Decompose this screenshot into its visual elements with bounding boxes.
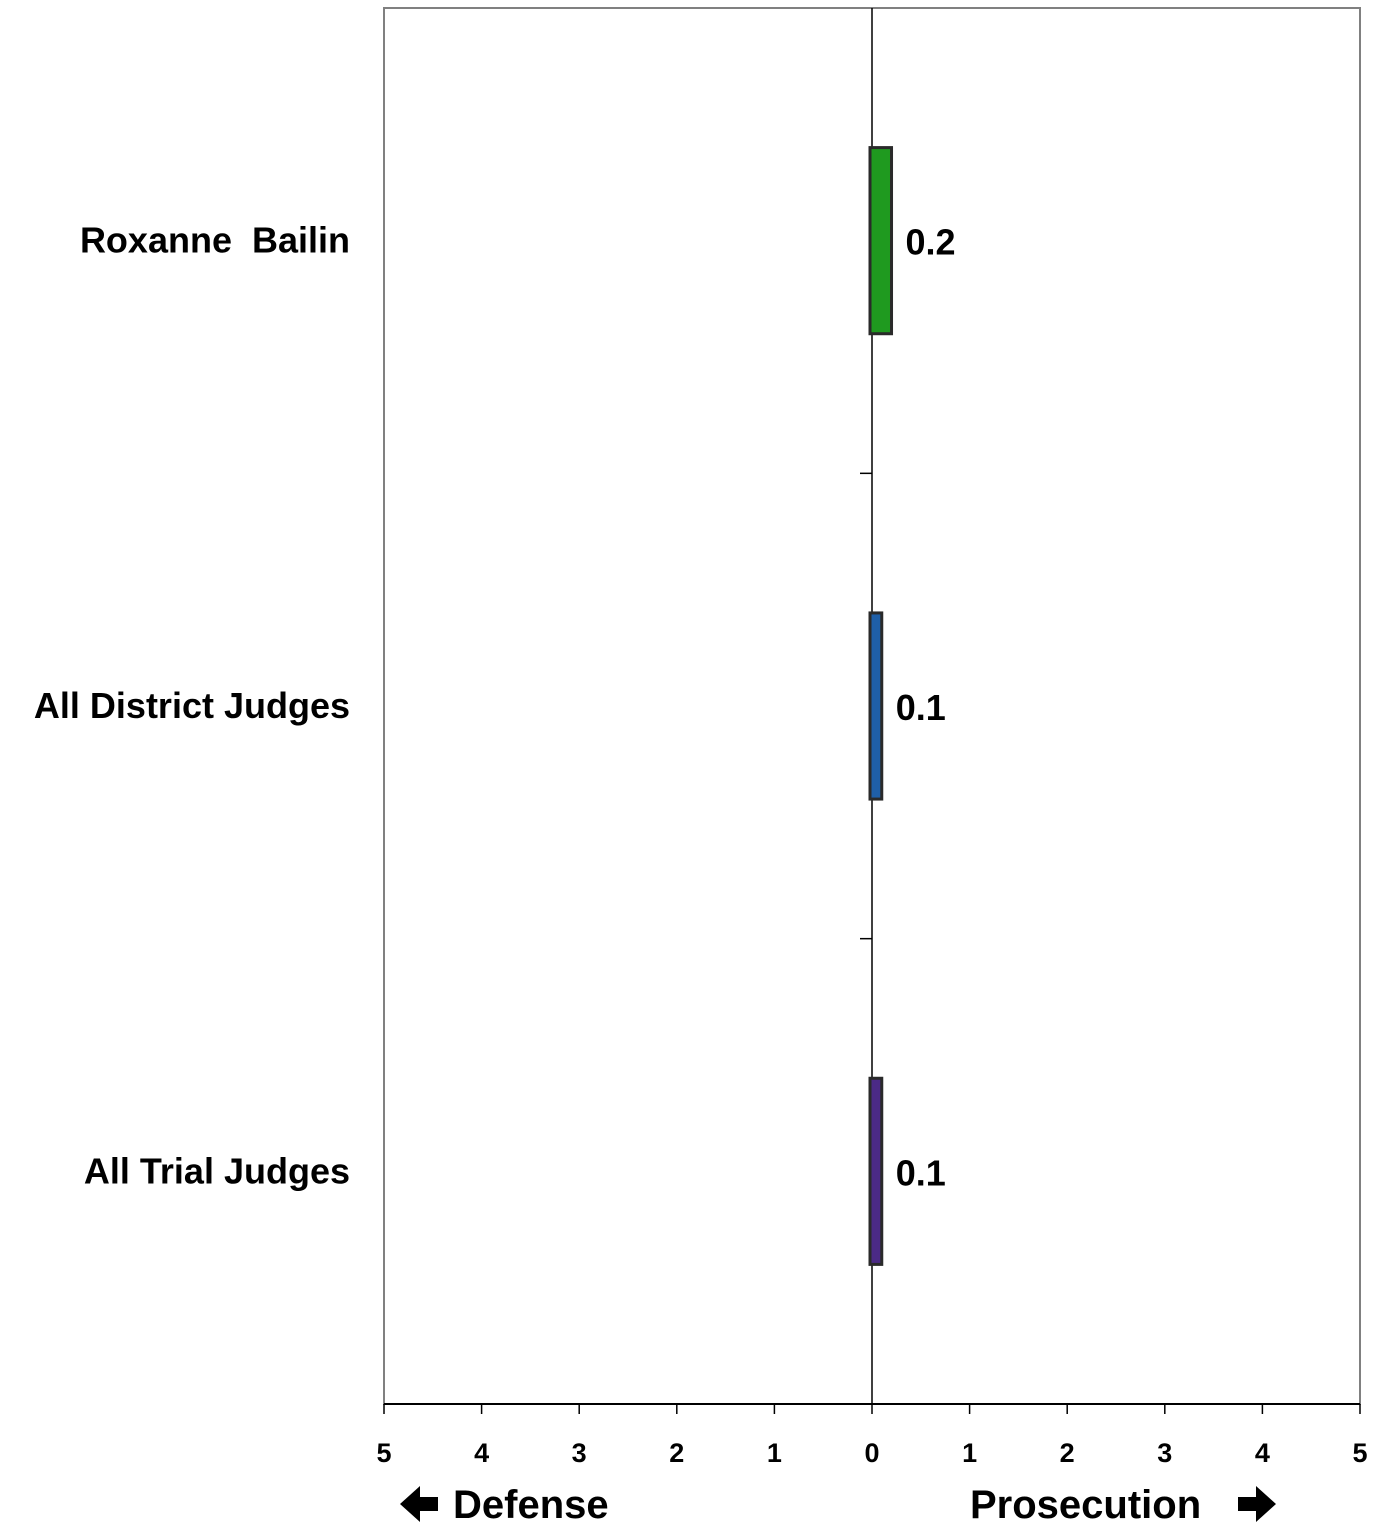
x-tick-label: 3	[1157, 1438, 1172, 1468]
category-label: All District Judges	[34, 685, 350, 726]
prosecution-label: Prosecution	[970, 1483, 1201, 1524]
x-tick-label: 5	[376, 1438, 391, 1468]
x-tick-label: 1	[962, 1438, 977, 1468]
bar	[868, 146, 894, 336]
x-tick-label: 3	[572, 1438, 587, 1468]
bars	[868, 146, 894, 1266]
arrow-left-icon	[400, 1486, 438, 1522]
category-label: All Trial Judges	[84, 1150, 350, 1191]
bar	[868, 611, 884, 801]
value-label: 0.1	[896, 1152, 946, 1193]
category-label: Roxanne Bailin	[80, 220, 350, 261]
x-ticks: 5 4 3 2 1 0 1 2 3 4 5	[376, 1404, 1368, 1468]
prosecution-direction: Prosecution	[970, 1483, 1276, 1524]
x-tick-label: 2	[669, 1438, 684, 1468]
value-label: 0.1	[896, 687, 946, 728]
x-tick-label: 1	[767, 1438, 782, 1468]
bar	[868, 1076, 884, 1266]
x-tick-label: 4	[474, 1438, 489, 1468]
x-tick-label: 0	[864, 1438, 879, 1468]
defense-direction: Defense	[400, 1483, 609, 1524]
y-ticks	[860, 472, 872, 940]
x-tick-label: 2	[1060, 1438, 1075, 1468]
labels: Roxanne Bailin 0.2 All District Judges 0.1 A…	[34, 220, 956, 1194]
arrow-right-icon	[1238, 1486, 1276, 1522]
value-label: 0.2	[906, 222, 956, 263]
defense-label: Defense	[453, 1483, 609, 1524]
x-tick-label: 4	[1255, 1438, 1270, 1468]
x-tick-label: 5	[1352, 1438, 1367, 1468]
